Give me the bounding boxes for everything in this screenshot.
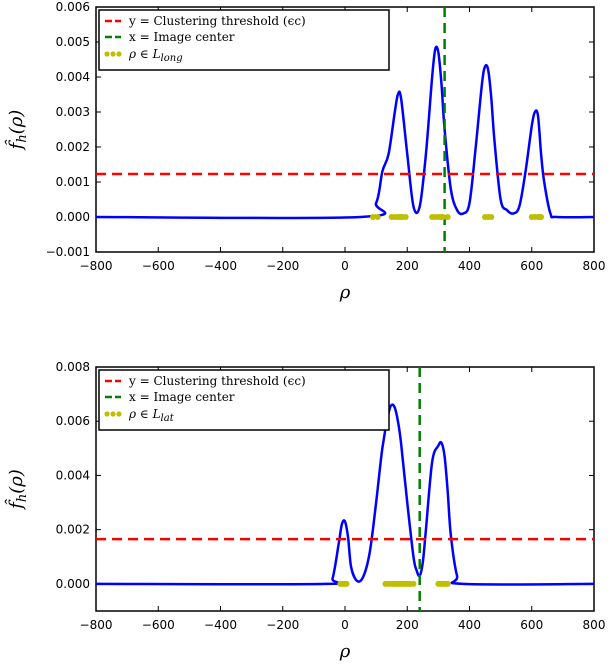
legend-threshold-label: y = Clustering threshold (ϵc) bbox=[128, 374, 306, 388]
x-axis-label: ρ bbox=[339, 641, 351, 662]
legend-point-swatch bbox=[116, 51, 122, 57]
x-tick-label: 200 bbox=[396, 259, 419, 273]
x-tick-label: 200 bbox=[396, 618, 419, 632]
y-tick-label: 0.005 bbox=[56, 35, 90, 49]
legend-threshold-label: y = Clustering threshold (ϵc) bbox=[128, 14, 306, 28]
x-tick-label: −200 bbox=[266, 259, 299, 273]
y-tick-label: 0.000 bbox=[56, 577, 90, 591]
legend: y = Clustering threshold (ϵc) x = Image c… bbox=[98, 9, 390, 71]
x-axis-label: ρ bbox=[339, 282, 351, 303]
x-tick-label: 600 bbox=[520, 259, 543, 273]
rho-point bbox=[402, 214, 409, 220]
x-tick-label: −800 bbox=[80, 618, 113, 632]
x-tick-label: −200 bbox=[266, 618, 299, 632]
y-tick-label: 0.006 bbox=[56, 414, 90, 428]
y-axis-label: f̂h(ρ) bbox=[4, 469, 30, 511]
x-tick-label: 0 bbox=[341, 259, 349, 273]
y-tick-label: 0.003 bbox=[56, 105, 90, 119]
legend-point-swatch bbox=[116, 411, 122, 417]
y-tick-label: 0.006 bbox=[56, 0, 90, 14]
y-tick-label: 0.008 bbox=[56, 360, 90, 374]
x-tick-label: 800 bbox=[583, 259, 606, 273]
y-tick-label: 0.000 bbox=[56, 210, 90, 224]
y-tick-label: 0.004 bbox=[56, 468, 90, 482]
legend: y = Clustering threshold (ϵc) x = Image c… bbox=[98, 369, 390, 431]
rho-point bbox=[440, 214, 447, 220]
x-tick-label: −600 bbox=[142, 259, 175, 273]
legend-point-swatch bbox=[110, 51, 116, 57]
density-curve bbox=[96, 45, 594, 220]
x-tick-label: 0 bbox=[341, 618, 349, 632]
legend-box bbox=[98, 369, 390, 431]
y-axis-label: f̂h(ρ) bbox=[4, 110, 30, 152]
y-tick-label: 0.004 bbox=[56, 70, 90, 84]
x-tick-label: 400 bbox=[458, 618, 481, 632]
legend-points-label: ρ ∈ Llat bbox=[128, 407, 175, 424]
y-tick-label: 0.002 bbox=[56, 140, 90, 154]
legend-point-swatch bbox=[104, 411, 110, 417]
legend-point-swatch bbox=[104, 51, 110, 57]
rho-point bbox=[343, 580, 350, 587]
chart-panel-2: −800 −600 −400 −200 0 200 400 600 800 0.000 0.002 0… bbox=[4, 360, 605, 662]
rho-point bbox=[538, 214, 545, 220]
x-tick-label: 600 bbox=[520, 618, 543, 632]
x-tick-label: −400 bbox=[204, 618, 237, 632]
y-tick-label: 0.001 bbox=[56, 175, 90, 189]
x-tick-label: 400 bbox=[458, 259, 481, 273]
legend-center-label: x = Image center bbox=[129, 30, 235, 44]
legend-center-label: x = Image center bbox=[129, 390, 235, 404]
plot-area bbox=[96, 367, 594, 611]
plot-area bbox=[96, 7, 594, 252]
x-tick-label: −400 bbox=[204, 259, 237, 273]
legend-box bbox=[98, 9, 390, 71]
chart-panel-1: −800 −600 −400 −200 0 200 400 600 800 −0.001 0.000… bbox=[4, 0, 605, 303]
y-tick-label: 0.002 bbox=[56, 523, 90, 537]
x-tick-label: 800 bbox=[583, 618, 606, 632]
x-tick-label: −800 bbox=[80, 259, 113, 273]
legend-point-swatch bbox=[110, 411, 116, 417]
rho-point bbox=[374, 214, 381, 220]
density-curve bbox=[96, 403, 594, 586]
x-tick-label: −600 bbox=[142, 618, 175, 632]
rho-point bbox=[370, 214, 377, 220]
rho-point bbox=[444, 580, 451, 587]
rho-point bbox=[488, 214, 495, 220]
legend-points-label: ρ ∈ Llong bbox=[128, 47, 183, 64]
y-tick-label: −0.001 bbox=[46, 245, 90, 259]
rho-point bbox=[410, 580, 417, 587]
rho-point bbox=[444, 214, 451, 220]
